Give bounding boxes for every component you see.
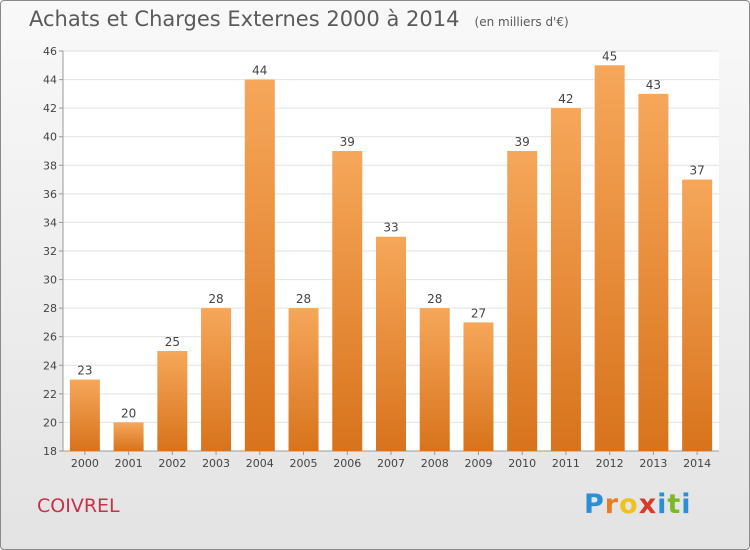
x-tick-label: 2008: [421, 457, 449, 470]
bar: [638, 93, 669, 451]
x-tick-label: 2002: [158, 457, 186, 470]
logo-letter: i: [657, 489, 668, 520]
proxiti-logo: Proxiti: [584, 489, 692, 520]
x-tick-label: 2004: [246, 457, 274, 470]
x-tick-label: 2010: [508, 457, 536, 470]
y-tick-label: 28: [43, 302, 57, 315]
logo-letter: o: [619, 489, 639, 520]
x-tick-label: 2013: [639, 457, 667, 470]
data-label: 43: [646, 78, 661, 92]
y-tick-label: 20: [43, 416, 57, 429]
data-label: 44: [252, 64, 267, 78]
logo-letter: i: [681, 489, 692, 520]
data-label: 33: [383, 221, 398, 235]
data-label: 39: [340, 135, 355, 149]
data-label: 28: [427, 292, 442, 306]
bar: [157, 351, 188, 451]
bar: [288, 308, 319, 451]
bar: [419, 308, 450, 451]
bar: [594, 65, 625, 452]
x-tick-label: 2000: [71, 457, 99, 470]
x-tick-label: 2007: [377, 457, 405, 470]
logo-letter: r: [604, 489, 620, 520]
x-tick-label: 2005: [290, 457, 318, 470]
y-tick-label: 42: [43, 102, 57, 115]
y-tick-label: 18: [43, 445, 57, 458]
data-label: 37: [689, 164, 704, 178]
bar: [463, 322, 494, 451]
y-tick-label: 22: [43, 388, 57, 401]
x-tick-label: 2009: [464, 457, 492, 470]
chart-subtitle: (en milliers d'€): [474, 15, 569, 29]
y-tick-label: 40: [43, 131, 57, 144]
logo-letter: x: [638, 489, 658, 520]
data-label: 23: [77, 364, 92, 378]
y-tick-label: 26: [43, 331, 57, 344]
y-tick-label: 38: [43, 159, 57, 172]
y-tick-label: 34: [43, 216, 57, 229]
bar: [244, 79, 275, 452]
data-label: 39: [515, 135, 530, 149]
bar: [113, 422, 144, 451]
commune-name: COIVREL: [37, 495, 120, 517]
bar: [376, 236, 406, 451]
x-tick-label: 2001: [115, 457, 143, 470]
bar: [550, 108, 581, 452]
data-label: 45: [602, 49, 617, 63]
bar: [332, 151, 363, 451]
x-tick-label: 2012: [596, 457, 624, 470]
x-tick-label: 2006: [333, 457, 361, 470]
y-tick-label: 44: [43, 74, 57, 87]
x-tick-label: 2011: [552, 457, 580, 470]
y-tick-label: 46: [43, 45, 57, 58]
bar: [69, 379, 100, 451]
bar: [682, 179, 713, 452]
data-label: 20: [121, 406, 136, 420]
y-tick-label: 24: [43, 359, 57, 372]
data-label: 28: [296, 292, 311, 306]
logo-letter: P: [584, 489, 605, 520]
y-tick-label: 32: [43, 245, 57, 258]
title-line: Achats et Charges Externes 2000 à 2014 (…: [29, 7, 569, 31]
data-label: 42: [558, 92, 573, 106]
chart-title: Achats et Charges Externes 2000 à 2014: [29, 7, 460, 31]
data-label: 27: [471, 306, 486, 320]
logo-letter: t: [667, 489, 682, 520]
data-label: 28: [208, 292, 223, 306]
y-tick-label: 36: [43, 188, 57, 201]
bar: [507, 151, 538, 451]
x-tick-label: 2003: [202, 457, 230, 470]
y-tick-label: 30: [43, 274, 57, 287]
bar: [201, 308, 232, 451]
x-tick-label: 2014: [683, 457, 711, 470]
data-label: 25: [165, 335, 180, 349]
